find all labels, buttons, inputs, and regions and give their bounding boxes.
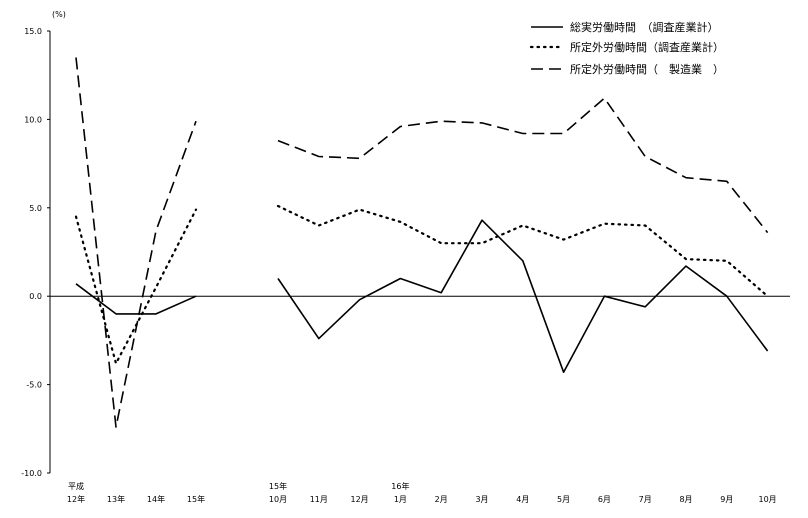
monthly-tick-label: 4月 xyxy=(516,495,529,504)
annual-tick-label: 13年 xyxy=(107,494,125,504)
axes-layer: 15.0 10.0 5.0 0.0 -5.0 -10.0 (%) 平成 12年 13年 14年 15年… xyxy=(21,10,790,504)
series-monthly-overtime-manufacturing xyxy=(277,97,769,234)
monthly-year-label: 16年 xyxy=(391,481,409,491)
series-annual-overtime-all xyxy=(74,208,198,365)
legend-label-overtime-all: 所定外労働時間（調査産業計） xyxy=(570,40,724,54)
annual-tick-label: 15年 xyxy=(187,494,205,504)
monthly-tick-label: 3月 xyxy=(475,495,488,504)
annual-tick-label: 14年 xyxy=(147,494,165,504)
monthly-tick-label: 11月 xyxy=(310,495,328,504)
legend: 総実労働時間 （調査産業計） 所定外労働時間（調査産業計） 所定外労働時間（ 製造業… xyxy=(529,20,724,76)
y-axis-unit: (%) xyxy=(52,10,66,19)
monthly-tick-label: 5月 xyxy=(557,495,570,504)
y-tick-label: -5.0 xyxy=(26,381,42,390)
series-monthly-overtime-all xyxy=(276,204,769,298)
monthly-tick-label: 2月 xyxy=(435,495,448,504)
monthly-year-label: 15年 xyxy=(269,481,287,491)
y-tick-label: 5.0 xyxy=(29,204,42,213)
monthly-tick-label: 8月 xyxy=(679,495,692,504)
legend-label-total-hours: 総実労働時間 （調査産業計） xyxy=(570,20,719,34)
series-annual-total-hours xyxy=(75,283,197,315)
monthly-tick-label: 12月 xyxy=(351,495,369,504)
monthly-tick-label: 6月 xyxy=(598,495,611,504)
series-monthly-total-hours xyxy=(277,219,769,374)
monthly-tick-label: 9月 xyxy=(720,495,733,504)
y-tick-label: 0.0 xyxy=(29,292,42,301)
monthly-tick-label: 7月 xyxy=(639,495,652,504)
monthly-tick-label: 10月 xyxy=(759,495,777,504)
annual-year-label: 平成 xyxy=(68,481,84,491)
legend-label-overtime-manufacturing: 所定外労働時間（ 製造業 ） xyxy=(570,62,724,76)
y-tick-label: 10.0 xyxy=(24,115,42,124)
series-annual-overtime-manufacturing xyxy=(75,57,197,428)
monthly-tick-label: 10月 xyxy=(269,495,287,504)
annual-tick-label: 12年 xyxy=(67,494,85,504)
series-layer xyxy=(74,57,769,428)
y-tick-label: 15.0 xyxy=(24,27,42,36)
monthly-tick-label: 1月 xyxy=(394,495,407,504)
y-tick-label: -10.0 xyxy=(21,469,42,478)
